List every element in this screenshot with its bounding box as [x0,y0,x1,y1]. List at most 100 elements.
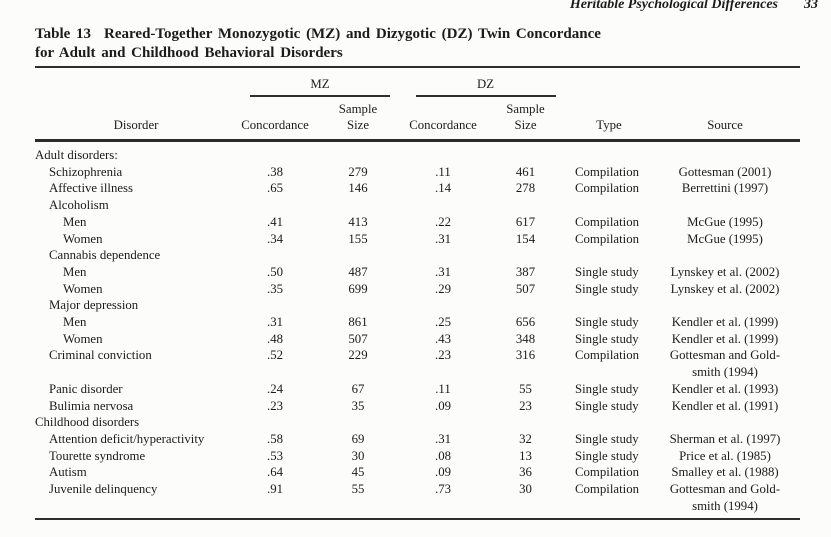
mz-sample-cell: 279 [348,164,368,179]
type-cell: Single study [575,281,639,296]
disorder-cell: Adult disorders: [35,148,118,162]
disorder-cell: Childhood disorders [35,415,140,430]
type-cell: Single study [575,264,639,279]
mz-sample-cell: 507 [348,331,368,346]
disorder-cell: Autism [49,465,87,480]
table-row: Juvenile delinquency .91 55 .73 30 Compi… [35,481,800,519]
table-row: Women .34 155 .31 154 Compilation McGue … [35,231,800,248]
disorder-cell: Juvenile delinquency [49,482,158,497]
spanner-empty [568,67,650,97]
mz-sample-cell: 45 [351,465,365,480]
mz-concordance-cell: .31 [267,315,283,330]
header-type: Type [568,97,650,142]
mz-concordance-cell: .23 [267,398,283,413]
type-cell [568,197,650,214]
dz-group-label: DZ [415,77,556,97]
header-source: Source [650,97,800,142]
source-cell [650,141,800,164]
source-cell: Lynskey et al. (2002) [670,281,780,296]
dz-sample-cell: 23 [519,398,532,413]
source-cell: Smalley et al. (1988) [671,465,779,480]
source-cell [650,247,800,264]
mz-sample-cell [313,141,403,164]
type-cell [568,297,650,314]
type-cell [568,141,650,164]
dz-sample-cell: 348 [515,331,536,346]
disorder-cell: Attention deficit/hyperactivity [49,431,205,446]
disorder-cell: Alcoholism [49,198,109,213]
dz-concordance-cell: .43 [435,331,451,346]
mz-concordance-cell: .53 [267,448,283,463]
dz-concordance-cell: .25 [435,315,451,330]
table-row: Affective illness .65 146 .14 278 Compil… [35,180,800,197]
mz-concordance-cell [237,414,313,431]
mz-sample-cell: 229 [348,348,368,363]
table-row: Tourette syndrome .53 30 .08 13 Single s… [35,448,800,465]
source-cell: Kendler et al. (1993) [671,381,779,396]
dz-concordance-cell: .29 [435,281,451,296]
type-cell: Single study [575,448,639,463]
mz-concordance-cell: .91 [267,482,283,497]
table-row: Men .31 861 .25 656 Single study Kendler… [35,314,800,331]
mz-sample-cell [313,414,403,431]
table-title-line2: for Adult and Childhood Behavioral Disor… [35,45,343,61]
dz-sample-cell: 32 [519,431,532,446]
table-header: MZ DZ Disorder Concordance Sample Size Co… [35,67,800,142]
dz-sample-cell: 461 [515,164,536,179]
mz-concordance-cell: .52 [267,348,283,363]
dz-concordance-cell [403,197,483,214]
dz-sample-cell: 154 [515,231,536,246]
mz-group-header: MZ [237,67,403,97]
mz-concordance-cell: .58 [267,431,283,446]
source-cell: Kendler et al. (1999) [671,315,779,330]
header-disorder: Disorder [35,97,237,142]
mz-concordance-cell: .48 [267,331,283,346]
dz-sample-cell: 278 [515,181,536,196]
source-cell [650,297,800,314]
dz-sample-cell [483,247,568,264]
source-cell: McGue (1995) [687,231,763,246]
dz-sample-cell: 30 [519,482,532,497]
source-cell: Lynskey et al. (2002) [670,264,780,279]
dz-concordance-cell: .31 [435,231,451,246]
source-cell: Berrettini (1997) [681,181,769,196]
type-cell: Single study [575,315,639,330]
table-label: Table 13 [35,26,92,42]
disorder-cell: Tourette syndrome [49,448,146,463]
table-row: Cannabis dependence [35,247,800,264]
table-title: Table 13 Reared-Together Monozygotic (MZ)… [35,25,800,63]
dz-sample-cell [483,141,568,164]
dz-concordance-cell: .22 [435,214,451,229]
dz-concordance-cell: .11 [435,164,451,179]
mz-concordance-cell: .35 [267,281,283,296]
mz-sample-cell [313,297,403,314]
mz-sample-cell: 35 [351,398,365,413]
table-row: Women .48 507 .43 348 Single study Kendl… [35,331,800,348]
type-cell: Compilation [575,181,639,196]
dz-sample-cell [483,414,568,431]
disorder-cell: Affective illness [49,181,133,196]
disorder-cell: Women [63,231,103,246]
mz-sample-cell: 30 [351,448,365,463]
mz-concordance-cell: .64 [267,465,283,480]
mz-sample-cell: 67 [351,381,365,396]
type-cell: Single study [575,431,639,446]
dz-sample-cell: 316 [515,348,536,363]
mz-sample-cell: 55 [351,482,365,497]
source-cell: McGue (1995) [687,214,763,229]
table-row: Childhood disorders [35,414,800,431]
dz-sample-cell: 36 [519,465,532,480]
table-row: Autism .64 45 .09 36 Compilation Smalley… [35,464,800,481]
type-cell [568,247,650,264]
source-cell: Kendler et al. (1991) [671,398,779,413]
table-row: Women .35 699 .29 507 Single study Lynsk… [35,281,800,298]
page-number: 33 [804,0,818,12]
dz-sample-cell: 55 [519,381,532,396]
dz-concordance-cell [403,141,483,164]
table-row: Panic disorder .24 67 .11 55 Single stud… [35,381,800,398]
disorder-cell: Cannabis dependence [49,248,161,263]
mz-concordance-cell: .41 [267,214,283,229]
table-row: Men .50 487 .31 387 Single study Lynskey… [35,264,800,281]
source-cell: Price et al. (1985) [679,448,771,463]
